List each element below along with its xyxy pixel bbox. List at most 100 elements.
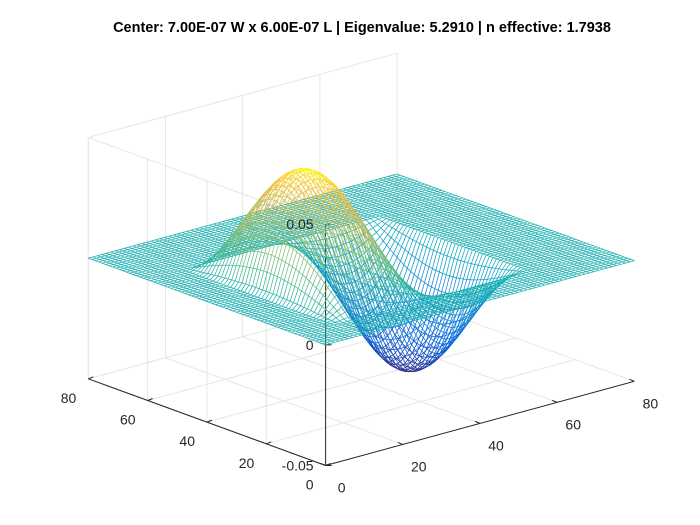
mesh-segment: [156, 273, 162, 275]
mesh-segment: [147, 275, 153, 278]
mesh-segment: [257, 298, 262, 301]
mesh-segment: [155, 238, 161, 241]
mesh-segment: [227, 301, 233, 304]
mesh-segment: [402, 177, 408, 180]
mesh-segment: [132, 264, 138, 267]
mesh-segment: [233, 239, 238, 247]
mesh-segment: [397, 233, 403, 245]
mesh-segment: [198, 231, 203, 233]
mesh-segment: [214, 265, 220, 276]
mesh-segment: [368, 193, 374, 196]
mesh-segment: [136, 245, 142, 248]
mesh-segment: [221, 288, 227, 291]
mesh-segment: [198, 263, 204, 268]
mesh-segment: [389, 181, 395, 183]
mesh-segment: [385, 190, 390, 193]
mesh-segment: [165, 242, 171, 244]
mesh-segment: [150, 250, 155, 253]
mesh-segment: [160, 245, 165, 248]
mesh-segment: [189, 261, 194, 264]
mesh-segment: [192, 270, 198, 274]
mesh-segment: [126, 250, 132, 253]
mesh-segment: [230, 228, 236, 231]
mesh-segment: [183, 265, 189, 268]
mesh-segment: [136, 265, 141, 268]
mesh-segment: [386, 237, 392, 246]
mesh-segment: [187, 294, 192, 297]
mesh-segment: [264, 232, 270, 235]
mesh-segment: [412, 183, 417, 186]
mesh-segment: [226, 295, 232, 298]
mesh-segment: [400, 202, 406, 205]
mesh-segment: [213, 242, 218, 245]
mesh-segment: [171, 247, 177, 249]
mesh-segment: [376, 202, 382, 205]
mesh-segment: [143, 256, 149, 259]
mesh-segment: [315, 205, 321, 208]
mesh-segment: [404, 183, 409, 186]
mesh-segment: [419, 203, 425, 206]
mesh-segment: [297, 181, 303, 190]
mesh-segment: [363, 194, 369, 197]
mesh-segment: [351, 187, 356, 189]
mesh-segment: [238, 220, 243, 222]
mesh-segment: [393, 208, 399, 211]
mesh-segment: [216, 234, 221, 237]
mesh-segment: [152, 263, 158, 266]
mesh-segment: [177, 252, 183, 254]
mesh-segment: [251, 287, 257, 296]
mesh-segment: [403, 186, 408, 188]
mesh-segment: [377, 190, 383, 193]
mesh-segment: [372, 211, 378, 214]
mesh-segment: [374, 187, 380, 190]
mesh-segment: [199, 228, 204, 231]
mesh-segment: [231, 303, 236, 306]
mesh-segment: [141, 261, 147, 264]
mesh-segment: [132, 272, 138, 275]
mesh-segment: [203, 227, 209, 230]
mesh-segment: [121, 251, 127, 254]
mesh-segment: [414, 196, 420, 198]
mesh-segment: [169, 271, 174, 274]
mesh-segment: [326, 198, 332, 201]
mesh-segment: [291, 225, 297, 228]
mesh-segment: [369, 199, 375, 202]
mesh-segment: [236, 290, 242, 293]
mesh-segment: [161, 260, 167, 263]
mesh-segment: [418, 197, 423, 200]
mesh-segment: [301, 290, 306, 294]
mesh-segment: [199, 237, 205, 240]
mesh-segment: [409, 208, 415, 211]
mesh-segment: [284, 279, 288, 283]
mesh-segment: [158, 259, 164, 262]
mesh-segment: [231, 234, 237, 245]
mesh-segment: [297, 221, 302, 224]
mesh-segment: [149, 253, 154, 256]
mesh-segment: [386, 216, 391, 219]
mesh-segment: [286, 196, 290, 199]
mesh-segment: [378, 216, 384, 220]
grid-line-y-floor: [266, 359, 576, 445]
mesh-segment: [200, 234, 206, 237]
mesh-segment: [388, 225, 393, 229]
mesh-segment: [197, 242, 202, 245]
mesh-segment: [371, 194, 377, 197]
mesh-segment: [130, 249, 136, 252]
mesh-segment: [390, 178, 396, 181]
mesh-segment: [159, 237, 165, 239]
mesh-segment: [193, 289, 199, 292]
mesh-segment: [248, 309, 254, 312]
mesh-segment: [291, 283, 295, 287]
mesh-segment: [182, 230, 187, 233]
mesh-segment: [98, 260, 104, 263]
y-tick-mark: [147, 398, 153, 401]
mesh-segment: [405, 198, 411, 201]
mesh-segment: [371, 205, 376, 208]
mesh-segment: [404, 220, 410, 223]
mesh-segment: [168, 274, 173, 277]
mesh-segment: [153, 243, 158, 246]
mesh-segment: [209, 232, 215, 235]
mesh-segment: [127, 256, 133, 259]
mesh-segment: [381, 218, 387, 222]
mesh-segment: [356, 194, 361, 197]
